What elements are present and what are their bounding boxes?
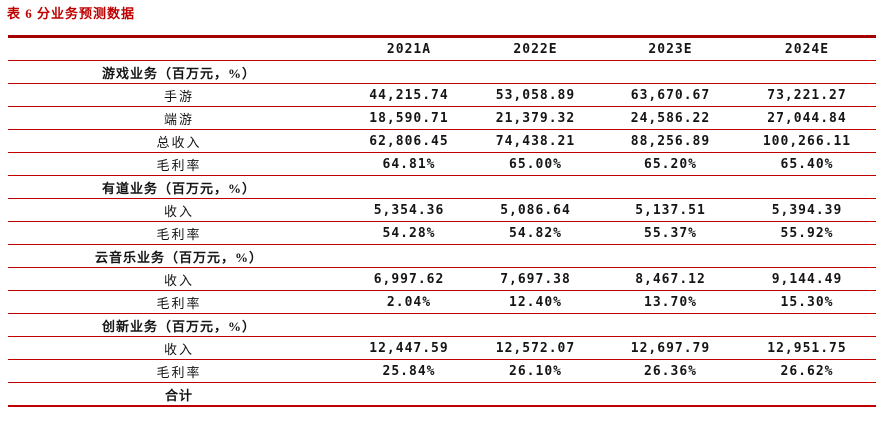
cell-value: 65.40% xyxy=(780,156,834,172)
cell-value: 5,394.39 xyxy=(771,202,843,218)
cell-value: 6,997.62 xyxy=(373,271,445,287)
table-row: 端游 18,590.71 21,379.32 24,586.22 27,044.84 xyxy=(8,107,876,130)
table-row: 毛利率 64.81% 65.00% 65.20% 65.40% xyxy=(8,153,876,176)
row-label: 毛利率 xyxy=(156,226,202,242)
row-label: 收入 xyxy=(163,272,194,288)
cell-value: 54.82% xyxy=(509,225,562,241)
cell-value xyxy=(468,176,603,199)
cell-value xyxy=(738,61,876,84)
cell-value: 2.04% xyxy=(386,294,432,310)
cell-value: 44,215.74 xyxy=(369,87,449,103)
cell-value: 88,256.89 xyxy=(630,133,711,149)
column-header-2024e: 2024E xyxy=(784,41,830,57)
column-header-label xyxy=(8,37,350,61)
cell-value: 15.30% xyxy=(780,294,834,310)
cell-value xyxy=(603,245,738,268)
cell-value: 55.92% xyxy=(780,225,834,241)
cell-value xyxy=(468,61,603,84)
header-row: 2021A 2022E 2023E 2024E xyxy=(8,37,876,61)
cell-value: 5,354.36 xyxy=(373,202,445,218)
row-label: 收入 xyxy=(163,203,194,219)
cell-value: 12.40% xyxy=(509,294,562,310)
section-row: 游戏业务（百万元，%） xyxy=(8,61,876,84)
cell-value: 64.81% xyxy=(382,156,436,172)
cell-value: 12,572.07 xyxy=(495,340,576,356)
row-label: 毛利率 xyxy=(156,364,202,380)
cell-value: 12,697.79 xyxy=(630,340,711,356)
cell-value: 26.10% xyxy=(509,363,562,379)
table-row: 收入 5,354.36 5,086.64 5,137.51 5,394.39 xyxy=(8,199,876,222)
row-label: 收入 xyxy=(163,341,194,357)
row-label: 合计 xyxy=(164,387,193,403)
table-row: 总收入 62,806.45 74,438.21 88,256.89 100,266.11 xyxy=(8,130,876,153)
table-row: 收入 12,447.59 12,572.07 12,697.79 12,951.75 xyxy=(8,337,876,360)
cell-value: 27,044.84 xyxy=(767,110,847,126)
cell-value xyxy=(603,383,738,407)
cell-value: 74,438.21 xyxy=(495,133,576,149)
row-label: 端游 xyxy=(163,111,194,127)
cell-value: 8,467.12 xyxy=(635,271,706,287)
section-row: 有道业务（百万元，%） xyxy=(8,176,876,199)
row-label: 有道业务（百万元，%） xyxy=(101,180,256,196)
cell-value: 73,221.27 xyxy=(767,87,847,103)
cell-value xyxy=(468,314,603,337)
cell-value: 5,137.51 xyxy=(635,202,706,218)
cell-value: 62,806.45 xyxy=(369,133,449,149)
cell-value: 65.00% xyxy=(509,156,562,172)
section-row: 创新业务（百万元，%） xyxy=(8,314,876,337)
section-row: 云音乐业务（百万元，%） xyxy=(8,245,876,268)
cell-value xyxy=(603,314,738,337)
cell-value: 54.28% xyxy=(382,225,436,241)
cell-value xyxy=(350,245,468,268)
table-row: 毛利率 54.28% 54.82% 55.37% 55.92% xyxy=(8,222,876,245)
cell-value: 13.70% xyxy=(644,294,697,310)
cell-value: 12,951.75 xyxy=(767,340,847,356)
cell-value: 21,379.32 xyxy=(495,110,576,126)
cell-value xyxy=(603,61,738,84)
table-row: 手游 44,215.74 53,058.89 63,670.67 73,221.27 xyxy=(8,84,876,107)
table-row: 毛利率 2.04% 12.40% 13.70% 15.30% xyxy=(8,291,876,314)
cell-value: 53,058.89 xyxy=(495,87,576,103)
cell-value xyxy=(738,383,876,407)
cell-value: 100,266.11 xyxy=(762,133,852,149)
cell-value: 55.37% xyxy=(644,225,697,241)
column-header-2022e: 2022E xyxy=(513,41,558,57)
row-label: 手游 xyxy=(163,88,194,104)
cell-value: 9,144.49 xyxy=(771,271,843,287)
cell-value xyxy=(738,176,876,199)
total-row: 合计 xyxy=(8,383,876,407)
cell-value xyxy=(603,176,738,199)
cell-value: 26.36% xyxy=(644,363,697,379)
cell-value: 12,447.59 xyxy=(369,340,449,356)
column-header-2023e: 2023E xyxy=(648,41,693,57)
cell-value: 65.20% xyxy=(644,156,697,172)
column-header-2021a: 2021A xyxy=(386,41,432,57)
cell-value xyxy=(350,314,468,337)
cell-value: 63,670.67 xyxy=(630,87,711,103)
row-label: 游戏业务（百万元，%） xyxy=(101,65,256,81)
cell-value xyxy=(350,383,468,407)
row-label: 云音乐业务（百万元，%） xyxy=(94,249,263,265)
cell-value: 25.84% xyxy=(382,363,436,379)
cell-value: 24,586.22 xyxy=(630,110,711,126)
cell-value xyxy=(468,383,603,407)
cell-value: 7,697.38 xyxy=(500,271,571,287)
cell-value xyxy=(350,61,468,84)
cell-value: 18,590.71 xyxy=(369,110,449,126)
row-label: 毛利率 xyxy=(156,157,202,173)
cell-value: 26.62% xyxy=(780,363,834,379)
row-label: 毛利率 xyxy=(156,295,202,311)
row-label: 总收入 xyxy=(156,134,202,150)
forecast-table: 2021A 2022E 2023E 2024E 游戏业务（百万元，%） 手游 44,… xyxy=(8,35,876,407)
cell-value xyxy=(738,245,876,268)
row-label: 创新业务（百万元，%） xyxy=(101,318,256,334)
table-title: 表 6 分业务预测数据 xyxy=(7,6,136,21)
cell-value: 5,086.64 xyxy=(500,202,571,218)
cell-value xyxy=(468,245,603,268)
table-row: 毛利率 25.84% 26.10% 26.36% 26.62% xyxy=(8,360,876,383)
table-row: 收入 6,997.62 7,697.38 8,467.12 9,144.49 xyxy=(8,268,876,291)
cell-value xyxy=(350,176,468,199)
cell-value xyxy=(738,314,876,337)
